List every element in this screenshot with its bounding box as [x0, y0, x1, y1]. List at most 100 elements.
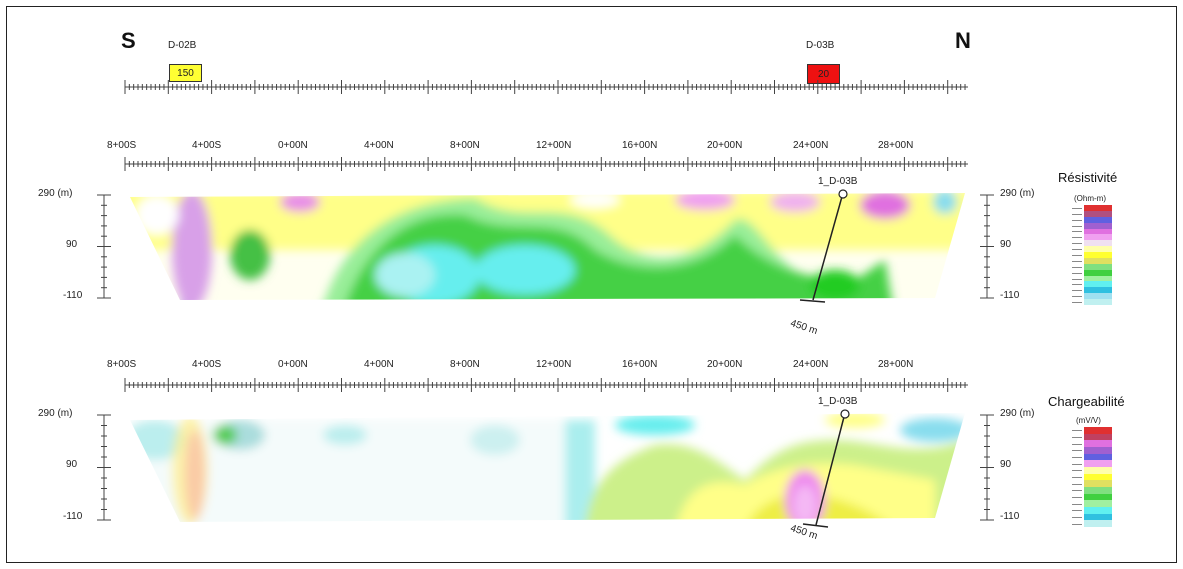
legend-tick	[1072, 207, 1082, 209]
station-label: 28+00N	[878, 140, 914, 151]
station-label: 8+00N	[450, 140, 480, 151]
chargeability-legend-title: Chargeabilité	[1048, 394, 1125, 409]
legend-tick	[1072, 470, 1082, 472]
legend-tick	[1072, 517, 1082, 518]
hole-box-d02b[interactable]: 150	[169, 64, 202, 82]
legend-tick	[1072, 219, 1082, 221]
legend-tick	[1072, 463, 1082, 465]
legend-tick	[1072, 296, 1082, 298]
legend-swatch	[1084, 281, 1112, 288]
station-label: 0+00N	[278, 359, 308, 370]
elev-right-c-mid: 90	[1000, 459, 1012, 470]
legend-tick	[1072, 266, 1082, 268]
elev-left-c-bot: -110	[63, 511, 83, 522]
station-label: 4+00N	[364, 140, 394, 151]
station-label: 4+00S	[192, 140, 222, 151]
station-label: 12+00N	[536, 359, 572, 370]
legend-tick	[1072, 497, 1082, 498]
legend-swatch	[1084, 246, 1112, 253]
elev-left-r-top: 290 (m)	[38, 188, 73, 199]
elev-left-r-bot: -110	[63, 290, 83, 301]
legend-tick	[1072, 225, 1082, 227]
legend-tick	[1072, 477, 1082, 478]
hole-name-d02b: D-02B	[168, 40, 197, 51]
legend-tick	[1072, 213, 1082, 215]
legend-tick	[1072, 272, 1082, 274]
elev-right-r-mid: 90	[1000, 239, 1012, 250]
legend-swatch	[1084, 234, 1112, 241]
station-label: 28+00N	[878, 359, 914, 370]
legend-swatch	[1084, 299, 1112, 306]
legend-tick	[1072, 243, 1082, 245]
drillhole-label-r: 1_D-03B	[818, 176, 858, 187]
resistivity-legend-unit: (Ohm-m)	[1074, 194, 1106, 203]
legend-tick	[1072, 302, 1082, 304]
legend-tick	[1072, 450, 1082, 452]
resistivity-section	[130, 189, 965, 303]
legend-tick	[1072, 237, 1082, 239]
hole-name-d03b: D-03B	[806, 40, 835, 51]
station-label: 4+00S	[192, 359, 222, 370]
legend-swatch	[1084, 210, 1112, 218]
hole-value-d03b: 20	[817, 69, 830, 80]
legend-tick	[1072, 255, 1082, 256]
resistivity-color-scale	[1072, 205, 1112, 306]
hole-box-d03b[interactable]: 20	[807, 64, 840, 84]
legend-swatch	[1084, 467, 1112, 475]
elev-right-c-top: 290 (m)	[1000, 408, 1035, 419]
elev-right-r-bot: -110	[1000, 290, 1020, 301]
legend-tick	[1072, 231, 1082, 233]
station-label: 16+00N	[622, 140, 658, 151]
legend-tick	[1072, 278, 1082, 280]
resistivity-legend-title: Résistivité	[1058, 170, 1118, 185]
legend-swatch	[1084, 480, 1112, 488]
figure-frame	[6, 6, 1177, 563]
legend-swatch	[1084, 240, 1112, 247]
legend-tick	[1072, 503, 1082, 505]
legend-swatch	[1084, 205, 1112, 212]
station-label: 8+00S	[107, 359, 137, 370]
legend-tick	[1072, 457, 1082, 458]
legend-swatch	[1084, 507, 1112, 515]
legend-swatch	[1084, 263, 1112, 271]
legend-swatch	[1084, 520, 1112, 528]
station-label: 12+00N	[536, 140, 572, 151]
station-label: 8+00S	[107, 140, 137, 151]
legend-swatch	[1084, 427, 1112, 435]
legend-tick	[1072, 249, 1082, 251]
legend-swatch	[1084, 447, 1112, 455]
legend-tick	[1072, 290, 1082, 292]
station-label: 20+00N	[707, 140, 743, 151]
elev-right-r-top: 290 (m)	[1000, 188, 1035, 199]
legend-swatch	[1084, 473, 1112, 481]
elev-left-c-top: 290 (m)	[38, 408, 73, 419]
legend-swatch	[1084, 440, 1112, 448]
chargeability-legend-unit: (mV/V)	[1076, 416, 1101, 425]
legend-tick	[1072, 260, 1082, 262]
legend-swatch	[1084, 487, 1112, 495]
legend-swatch	[1084, 269, 1112, 277]
legend-swatch	[1084, 228, 1112, 235]
legend-swatch	[1084, 453, 1112, 461]
legend-tick	[1072, 523, 1082, 525]
legend-tick	[1072, 437, 1082, 438]
elev-right-c-bot: -110	[1000, 511, 1020, 522]
legend-tick	[1072, 510, 1082, 512]
chargeability-color-scale	[1072, 427, 1112, 528]
legend-swatch	[1084, 500, 1112, 508]
south-label: S	[121, 28, 136, 53]
elev-left-c-mid: 90	[66, 459, 78, 470]
hole-value-d02b: 150	[177, 68, 194, 79]
station-label: 8+00N	[450, 359, 480, 370]
drillhole-label-c: 1_D-03B	[818, 396, 858, 407]
legend-swatch	[1084, 216, 1112, 224]
station-label: 20+00N	[707, 359, 743, 370]
legend-tick	[1072, 443, 1082, 445]
chargeability-section	[130, 409, 965, 528]
station-label: 24+00N	[793, 140, 829, 151]
elev-left-r-mid: 90	[66, 239, 78, 250]
station-label: 0+00N	[278, 140, 308, 151]
station-label: 16+00N	[622, 359, 658, 370]
legend-swatch	[1084, 287, 1112, 294]
